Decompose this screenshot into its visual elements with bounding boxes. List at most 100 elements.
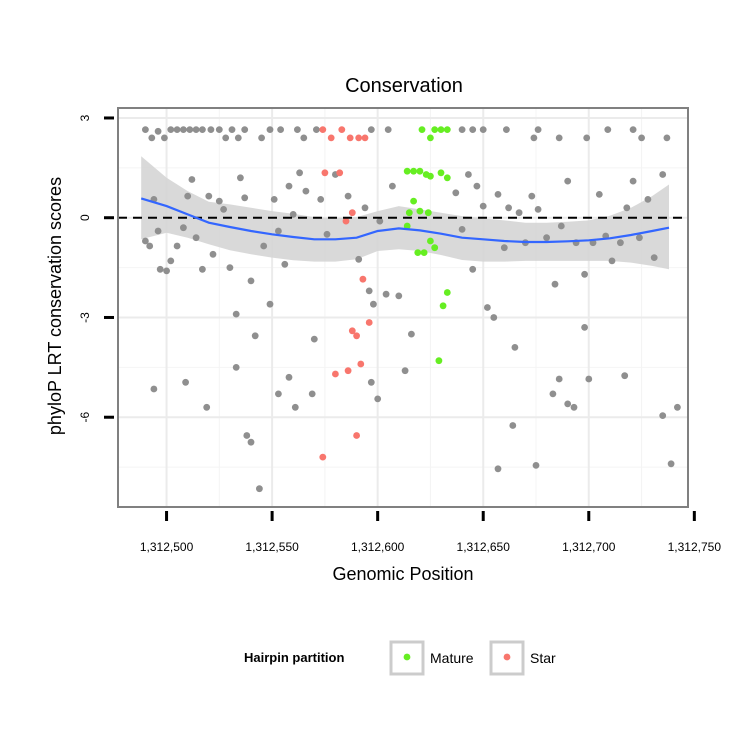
data-point-mature xyxy=(427,134,434,142)
y-tick-label: -6 xyxy=(78,412,92,423)
data-point xyxy=(180,126,187,133)
data-point xyxy=(226,264,234,271)
y-tick-label: -3 xyxy=(78,312,92,323)
data-point xyxy=(163,267,171,275)
data-point xyxy=(215,126,223,133)
x-tick-label: 1,312,600 xyxy=(351,540,405,554)
data-point-mature xyxy=(424,209,432,217)
data-point xyxy=(154,127,162,135)
data-point xyxy=(511,344,519,351)
data-point-mature xyxy=(443,289,451,296)
data-point-star xyxy=(338,126,346,133)
data-point xyxy=(243,432,251,439)
data-point xyxy=(490,314,498,321)
data-point xyxy=(266,300,274,308)
x-tick-label: 1,312,750 xyxy=(668,540,722,554)
data-point-mature xyxy=(443,174,451,182)
data-point xyxy=(308,390,316,398)
data-point-mature xyxy=(431,244,439,252)
data-point xyxy=(247,277,255,285)
data-point-star xyxy=(348,327,356,335)
data-point xyxy=(142,237,149,245)
data-point xyxy=(638,134,645,142)
data-point xyxy=(667,460,675,468)
legend-label-mature: Mature xyxy=(430,650,474,666)
data-point xyxy=(458,126,466,133)
data-point xyxy=(557,222,565,230)
data-point xyxy=(184,192,192,200)
data-point xyxy=(203,403,211,411)
data-point-mature xyxy=(437,126,445,133)
data-point xyxy=(509,422,517,429)
data-point-star xyxy=(321,169,329,177)
data-point xyxy=(234,134,242,142)
data-point xyxy=(167,126,175,133)
smooth-line xyxy=(140,197,670,244)
data-point xyxy=(289,211,297,218)
data-point xyxy=(465,171,472,178)
data-point xyxy=(275,390,282,398)
data-point-mature xyxy=(427,237,434,245)
data-point-star xyxy=(319,126,327,133)
data-point xyxy=(209,250,217,258)
data-point xyxy=(142,126,149,133)
legend-key-mature xyxy=(403,653,411,661)
data-point xyxy=(228,126,236,133)
data-point xyxy=(530,134,538,142)
data-point xyxy=(564,400,572,408)
data-point xyxy=(543,234,550,242)
data-point xyxy=(564,177,572,185)
data-point xyxy=(180,224,187,232)
data-point xyxy=(608,257,616,265)
data-point-mature xyxy=(403,222,411,230)
data-point-star xyxy=(357,360,365,368)
data-point xyxy=(534,126,542,133)
data-point-star xyxy=(332,370,339,378)
data-point xyxy=(215,197,223,205)
data-point xyxy=(494,465,502,473)
data-point-star xyxy=(359,275,367,283)
data-point-star xyxy=(346,134,354,142)
data-point xyxy=(167,257,175,265)
data-point xyxy=(188,176,196,183)
data-point xyxy=(604,126,612,133)
x-axis-title: Genomic Position xyxy=(332,564,473,584)
legend-label-star: Star xyxy=(530,650,556,666)
x-tick-label: 1,312,550 xyxy=(245,540,299,554)
data-point xyxy=(323,230,331,238)
data-point xyxy=(296,169,303,177)
data-point xyxy=(300,134,308,142)
data-point-mature xyxy=(416,167,424,175)
data-point-star xyxy=(355,134,363,142)
data-point xyxy=(534,206,542,213)
data-point xyxy=(581,324,588,331)
data-point xyxy=(313,126,320,133)
data-point xyxy=(154,227,162,235)
data-point xyxy=(382,290,390,298)
data-point xyxy=(277,126,284,133)
data-point xyxy=(636,234,643,242)
data-point xyxy=(581,270,588,278)
data-point xyxy=(384,126,392,133)
data-point xyxy=(173,126,181,133)
y-tick-label: 0 xyxy=(78,214,92,221)
data-point-star xyxy=(353,432,360,439)
data-point xyxy=(156,265,164,273)
data-point-star xyxy=(353,332,360,340)
data-point-star xyxy=(319,453,327,461)
chart-title: Conservation xyxy=(345,75,463,97)
data-point xyxy=(205,192,213,200)
points-layer xyxy=(142,126,681,493)
data-point xyxy=(285,182,293,190)
data-point-star xyxy=(365,319,373,326)
data-point xyxy=(458,226,466,233)
legend: Hairpin partition Mature Star xyxy=(244,640,556,676)
data-point xyxy=(395,292,403,300)
data-point xyxy=(192,234,200,242)
legend-key-star xyxy=(503,653,511,661)
data-point xyxy=(241,126,249,133)
data-point xyxy=(285,373,293,381)
data-point xyxy=(555,134,563,142)
data-point xyxy=(281,260,289,268)
data-point xyxy=(659,171,667,178)
